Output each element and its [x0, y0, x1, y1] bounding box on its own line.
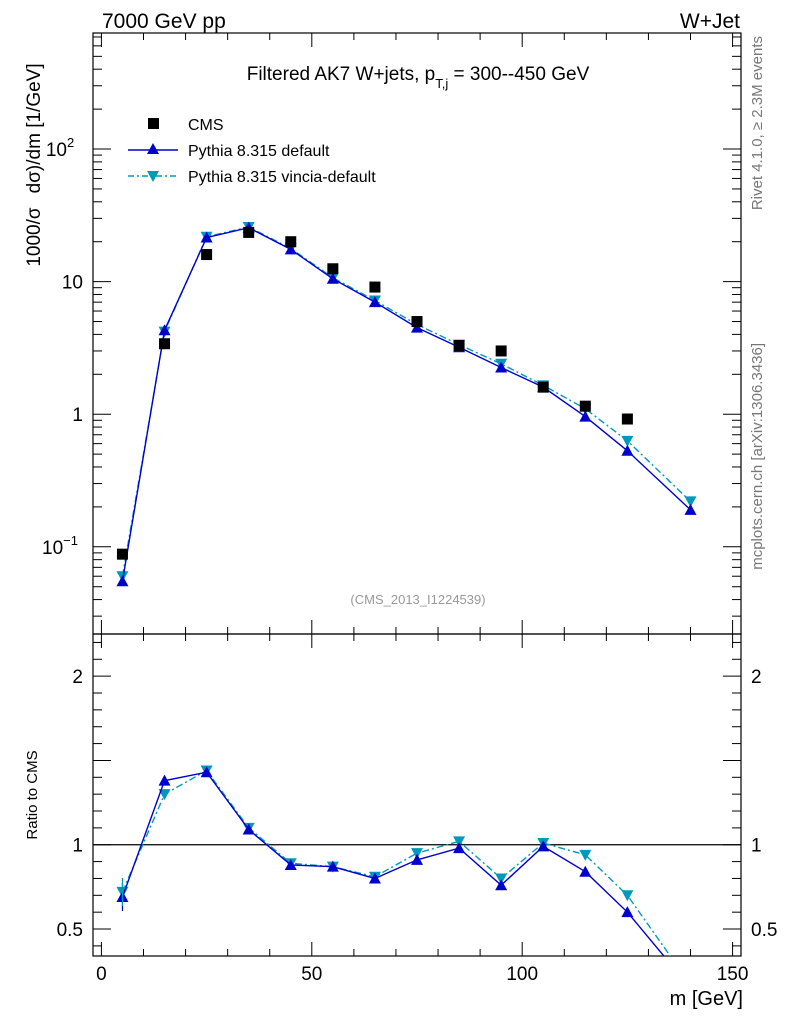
- ratio-marker-vincia: [579, 849, 592, 861]
- x-tick-label: 50: [301, 964, 322, 985]
- chart-title-subscript: T,j: [435, 76, 448, 91]
- ratio-marker-default: [579, 865, 592, 877]
- y-axis-label-part-a: 1000/σ: [24, 207, 45, 267]
- x-tick-label: 150: [717, 964, 749, 985]
- chart-title-main: Filtered AK7 W+jets, p: [247, 64, 436, 85]
- legend-label-vincia: Pythia 8.315 vincia-default: [188, 169, 376, 186]
- ratio-marker-vincia: [411, 848, 423, 860]
- header-process: W+Jet: [680, 10, 740, 33]
- marker-cms: [201, 249, 213, 261]
- ratio-marker-vincia: [453, 836, 466, 848]
- ratio-y-tick-label-right: 0.5: [751, 920, 777, 941]
- ratio-y-tick-label-right: 2: [751, 667, 762, 688]
- ratio-plot-frame: [92, 633, 742, 957]
- ratio-marker-default: [200, 766, 213, 778]
- line-default: [121, 226, 691, 582]
- ratio-y-tick-label: 2: [72, 667, 83, 688]
- marker-cms: [327, 263, 339, 275]
- ratio-marker-default: [284, 858, 297, 870]
- ratio-marker-vincia: [495, 873, 508, 885]
- analysis-label: (CMS_2013_I1224539): [350, 592, 485, 607]
- header-energy: 7000 GeV pp: [102, 10, 226, 33]
- x-tick-label: 0: [96, 964, 107, 985]
- marker-default: [326, 272, 339, 284]
- ratio-line-default: [121, 771, 665, 956]
- ratio-marker-default: [453, 842, 466, 854]
- legend-marker-cms: [148, 118, 159, 129]
- legend-label-default: Pythia 8.315 default: [188, 143, 330, 160]
- ratio-marker-default: [537, 840, 550, 852]
- y-tick-label: 10−1: [42, 533, 78, 559]
- y-tick-label: 10: [62, 273, 83, 294]
- legend: CMS Pythia 8.315 default Pythia 8.315 vi…: [128, 117, 376, 186]
- y-tick-label: 1: [72, 405, 83, 426]
- legend-label-cms: CMS: [188, 117, 224, 134]
- marker-cms: [495, 345, 507, 357]
- ratio-y-tick-label: 0.5: [57, 920, 83, 941]
- marker-cms: [411, 316, 423, 328]
- ratio-marker-vincia: [621, 890, 634, 902]
- legend-marker-default: [147, 143, 159, 154]
- marker-cms: [116, 548, 128, 560]
- ratio-series-group: [116, 765, 672, 956]
- marker-cms: [369, 281, 381, 293]
- marker-cms: [243, 226, 255, 238]
- mcplots-label: mcplots.cern.ch [arXiv:1306.3436]: [749, 343, 766, 570]
- ratio-line-vincia: [121, 769, 672, 956]
- marker-cms: [537, 381, 549, 393]
- ratio-marker-default: [621, 906, 634, 918]
- x-axis-label: m [GeV]: [670, 988, 743, 1010]
- y-tick-label-exponent: −1: [63, 533, 78, 548]
- ratio-marker-vincia: [158, 789, 171, 801]
- marker-vincia: [684, 496, 697, 508]
- marker-default: [116, 575, 129, 587]
- ratio-marker-default: [368, 872, 381, 884]
- marker-default: [579, 410, 592, 422]
- marker-default: [284, 243, 297, 255]
- marker-default: [621, 444, 634, 456]
- x-tick-label: 100: [506, 964, 538, 985]
- marker-cms: [621, 413, 633, 425]
- ratio-y-tick-label-right: 1: [751, 836, 762, 857]
- y-tick-label-base: 10: [46, 140, 67, 161]
- marker-default: [495, 361, 508, 373]
- marker-default: [158, 324, 171, 336]
- marker-default: [411, 321, 423, 333]
- marker-cms: [159, 338, 171, 350]
- marker-cms: [285, 236, 297, 248]
- ratio-marker-default: [326, 860, 339, 872]
- ratio-marker-default: [495, 879, 508, 891]
- rivet-version-label: Rivet 4.1.0, ≥ 2.3M events: [749, 36, 766, 210]
- ratio-y-axis-label: Ratio to CMS: [24, 750, 41, 839]
- marker-cms: [453, 339, 465, 351]
- main-series-group: [116, 221, 697, 587]
- marker-default: [684, 503, 697, 515]
- y-axis-label: 1000/σ dσ)/dm [1/GeV]: [24, 63, 45, 266]
- line-vincia: [121, 226, 691, 577]
- y-tick-label: 102: [46, 135, 74, 161]
- marker-cms: [579, 400, 591, 412]
- ratio-y-tick-label: 1: [72, 836, 83, 857]
- chart-title: Filtered AK7 W+jets, pT,j = 300--450 GeV: [247, 64, 590, 91]
- chart-title-tail: = 300--450 GeV: [448, 64, 589, 85]
- series-layer: [116, 221, 697, 956]
- marker-default: [368, 296, 381, 308]
- y-axis-label-part-b: dσ)/dm [1/GeV]: [24, 63, 45, 193]
- ratio-marker-default: [158, 774, 171, 786]
- marker-default: [200, 231, 213, 243]
- y-tick-label-exponent: 2: [67, 135, 74, 150]
- legend-marker-vincia: [147, 171, 159, 182]
- ratio-marker-default: [411, 853, 423, 865]
- y-tick-label-base: 10: [42, 538, 63, 559]
- marker-vincia: [621, 435, 634, 447]
- ratio-marker-default: [242, 823, 255, 835]
